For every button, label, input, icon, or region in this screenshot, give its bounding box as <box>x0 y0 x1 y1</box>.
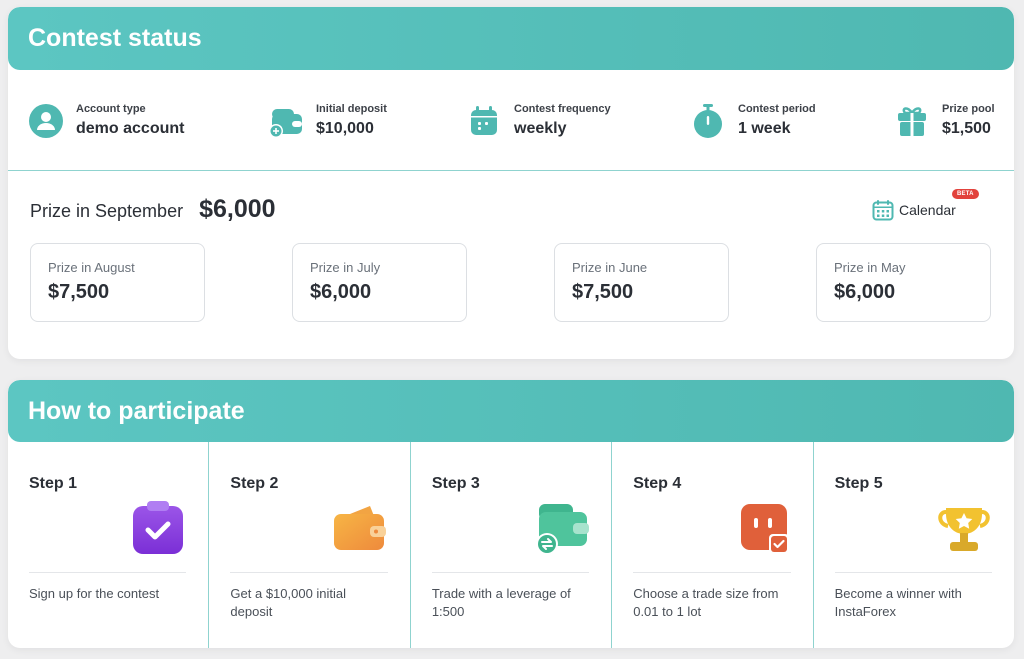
info-label: Initial deposit <box>316 103 387 115</box>
prize-month-label: Prize in June <box>572 260 648 275</box>
prize-month-label: Prize in May <box>834 260 906 275</box>
prize-month-label: Prize in August <box>48 260 135 275</box>
step-2: Step 2 Get a $10,000 initial deposit <box>209 442 411 648</box>
info-initial-deposit: Initial deposit $10,000 <box>268 102 387 140</box>
step-text: Choose a trade size from 0.01 to 1 lot <box>633 586 779 619</box>
info-value: demo account <box>76 120 185 137</box>
contest-status-header: Contest status <box>8 7 1014 70</box>
step-title: Step 1 <box>29 475 78 492</box>
info-value: 1 week <box>738 120 791 137</box>
calendar-button[interactable]: Calendar <box>872 199 956 221</box>
current-prize-label: Prize in September <box>30 201 184 221</box>
step-divider <box>633 572 791 573</box>
wallet-icon <box>332 500 388 556</box>
prize-month-value: $6,000 <box>310 281 372 303</box>
step-title: Step 2 <box>230 475 279 492</box>
prize-month-value: $6,000 <box>834 281 896 303</box>
info-label: Prize pool <box>942 103 995 115</box>
how-to-participate-title: How to participate <box>28 396 245 425</box>
contest-status-title: Contest status <box>28 24 202 52</box>
step-4: Step 4 Choose a trade size from 0.01 to … <box>612 442 814 648</box>
stopwatch-icon <box>690 103 726 139</box>
wallet-exchange-icon <box>533 500 590 556</box>
step-text: Sign up for the contest <box>29 586 160 601</box>
step-divider <box>431 572 590 573</box>
info-label: Contest period <box>738 103 816 115</box>
info-label: Contest frequency <box>514 103 611 115</box>
info-contest-period: Contest period 1 week <box>690 102 816 140</box>
step-text: Get a $10,000 initial deposit <box>230 586 347 619</box>
info-prize-pool: Prize pool $1,500 <box>894 102 995 140</box>
wallet-plus-icon <box>268 103 304 139</box>
clipboard-check-icon <box>130 500 186 556</box>
prize-month-label: Prize in July <box>310 260 381 275</box>
step-title: Step 5 <box>834 475 883 492</box>
step-divider <box>834 572 993 573</box>
prize-month-card: Prize in July $6,000 <box>292 243 467 322</box>
contest-status-card: Contest status Account type demo account <box>8 7 1014 359</box>
user-icon <box>28 103 64 139</box>
step-title: Step 3 <box>431 475 480 492</box>
info-contest-frequency: Contest frequency weekly <box>466 102 611 140</box>
prize-month-card: Prize in August $7,500 <box>30 243 205 322</box>
step-title: Step 4 <box>633 475 682 492</box>
info-value: $1,500 <box>942 120 991 137</box>
trophy-icon <box>936 500 992 556</box>
step-1: Step 1 Sign up for the contest <box>8 442 210 648</box>
current-prize-amount: $6,000 <box>199 195 276 223</box>
how-to-participate-card: How to participate Step 1 Sign up for th… <box>8 380 1014 648</box>
info-label: Account type <box>76 103 146 115</box>
calendar-icon <box>872 199 894 221</box>
calendar-icon <box>466 103 502 139</box>
step-text: Trade with a leverage of 1:500 <box>431 586 571 619</box>
step-3: Step 3 Trade with a leverage of 1:500 <box>411 442 613 648</box>
current-prize: Prize in September $6,000 <box>30 195 276 224</box>
prize-month-card: Prize in June $7,500 <box>554 243 729 322</box>
step-divider <box>230 572 388 573</box>
calendar-label: Calendar <box>899 202 956 218</box>
step-divider <box>29 572 187 573</box>
prize-month-value: $7,500 <box>48 281 110 303</box>
beta-badge: BETA <box>952 189 979 199</box>
step-text: Become a winner with InstaForex <box>834 586 962 619</box>
prize-month-card: Prize in May $6,000 <box>816 243 991 322</box>
gift-icon <box>894 103 930 139</box>
contest-info-row: Account type demo account Initial deposi… <box>8 70 1014 171</box>
info-account-type: Account type demo account <box>28 102 184 140</box>
info-value: weekly <box>514 120 567 137</box>
steps-row: Step 1 Sign up for the contest Step 2 <box>8 442 1014 648</box>
info-value: $10,000 <box>316 120 374 137</box>
lot-checkbox-icon <box>735 500 791 556</box>
step-5: Step 5 Become a winner with InstaForex <box>814 442 1014 648</box>
how-to-participate-header: How to participate <box>8 380 1014 442</box>
prize-month-value: $7,500 <box>572 281 634 303</box>
